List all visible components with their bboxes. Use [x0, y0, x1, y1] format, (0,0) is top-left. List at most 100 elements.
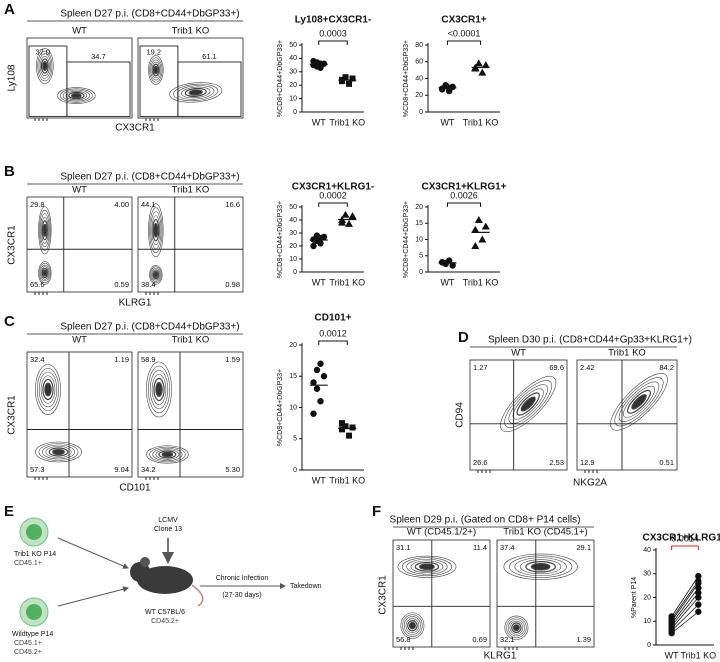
contour [151, 267, 161, 282]
contour [42, 444, 75, 460]
y-axis-label: %CD8+CD44+DbGP33+ [277, 40, 284, 117]
gate-value: 61.1 [202, 52, 217, 61]
data-point [474, 59, 483, 67]
quadrant-value: 16.6 [225, 200, 240, 209]
contour [152, 269, 160, 281]
mouse-body [137, 566, 193, 594]
x-tick-label: WT [312, 277, 326, 287]
contour [148, 55, 164, 85]
host-label: CD45.2+ [151, 618, 179, 625]
data-point [313, 366, 321, 374]
contour [35, 364, 61, 415]
contour [155, 382, 163, 397]
contour [152, 219, 160, 242]
quadrant-value: 37.4 [500, 543, 515, 552]
x-axis-label: CX3CR1 [115, 123, 155, 134]
chart-title: CX3CR1+KLRG1+ [642, 533, 720, 544]
contour [188, 89, 203, 96]
data-point [668, 627, 675, 634]
quadrant-value: 2.42 [580, 363, 595, 372]
data-point [310, 57, 317, 65]
y-tick-label: 15 [289, 373, 297, 380]
y-tick-label: 50 [289, 204, 297, 211]
contour [401, 557, 452, 577]
y-tick-label: 40 [415, 75, 423, 82]
contour [41, 220, 48, 241]
contour [35, 441, 82, 463]
contour [614, 377, 664, 427]
panel-letter: F [372, 503, 381, 520]
x-tick-label: Trib1 KO [680, 650, 716, 660]
contour [408, 621, 416, 630]
quadrant-value: 38.4 [141, 280, 156, 289]
contour [403, 616, 421, 635]
contour [150, 59, 162, 81]
quadrant-value: 84.2 [659, 363, 674, 372]
contour [37, 50, 53, 82]
plot-header: Trib1 KO [172, 26, 210, 37]
contour [169, 82, 223, 103]
quadrant-value: 32.1 [500, 635, 515, 644]
y-tick-label: 40 [643, 547, 651, 554]
y-tick-label: 0 [293, 467, 297, 474]
data-point [310, 410, 317, 417]
quadrant-value: 0.59 [114, 280, 129, 289]
y-tick-label: 20 [289, 342, 297, 349]
y-tick-label: 20 [289, 243, 297, 250]
contour [39, 209, 51, 251]
gate [177, 61, 242, 117]
quadrant-value: 44.1 [141, 200, 156, 209]
data-point [695, 580, 702, 587]
contour [184, 87, 207, 97]
panel-letter: B [4, 163, 15, 180]
contour [147, 365, 171, 414]
contour [504, 380, 553, 428]
contour [149, 57, 163, 83]
paired-line [671, 583, 699, 622]
infection-label: (27-30 days) [222, 592, 261, 599]
plot-header: Trib1 KO [608, 348, 646, 359]
quadrant-value: 58.9 [141, 355, 156, 364]
chart-title: Ly108+CX3CR1- [295, 15, 372, 26]
contour [500, 376, 557, 432]
cell-nucleus [26, 604, 42, 620]
x-tick-label: Trib1 KO [329, 475, 365, 485]
quadrant-value: 56.8 [396, 635, 411, 644]
paired-line [671, 575, 699, 617]
y-tick-label: 0 [647, 642, 651, 649]
donor-marker: CD45.1+ [14, 560, 42, 567]
quadrant-value: 0.98 [225, 280, 240, 289]
y-tick-label: 0 [419, 109, 423, 116]
y-tick-label: 10 [415, 236, 423, 243]
chart-title: CD101+ [315, 313, 352, 324]
gate-value: 34.7 [91, 52, 106, 61]
panel-title: Spleen D27 p.i. (CD8+CD44+DbGP33+) [60, 172, 239, 183]
endpoint-label: Takedown [290, 583, 322, 590]
data-point [310, 242, 317, 250]
contour [520, 396, 536, 412]
contour [38, 53, 52, 79]
y-tick-label: 20 [415, 204, 423, 211]
paired-line [671, 592, 699, 627]
data-point [481, 222, 490, 230]
contour [402, 614, 423, 637]
panel-title: Spleen D30 p.i. (CD8+CD44+Gp33+KLRG1+) [488, 335, 692, 346]
panel-letter: A [4, 1, 15, 18]
significance-bracket [446, 202, 482, 207]
quadrant-value: 0.69 [472, 635, 487, 644]
contour [42, 223, 48, 237]
contour [153, 271, 159, 278]
contour [40, 213, 50, 248]
contour [153, 223, 159, 238]
data-point [317, 398, 324, 405]
chart-title: CX3CR1+KLRG1- [292, 182, 375, 193]
host-label: WT C57BL/6 [145, 609, 185, 616]
contour [40, 264, 50, 282]
contour [149, 446, 186, 463]
contour [152, 270, 159, 280]
x-tick-label: WT [665, 650, 679, 660]
data-point [478, 68, 487, 76]
y-tick-label: 40 [289, 217, 297, 224]
x-axis-label: CD101 [119, 483, 151, 494]
